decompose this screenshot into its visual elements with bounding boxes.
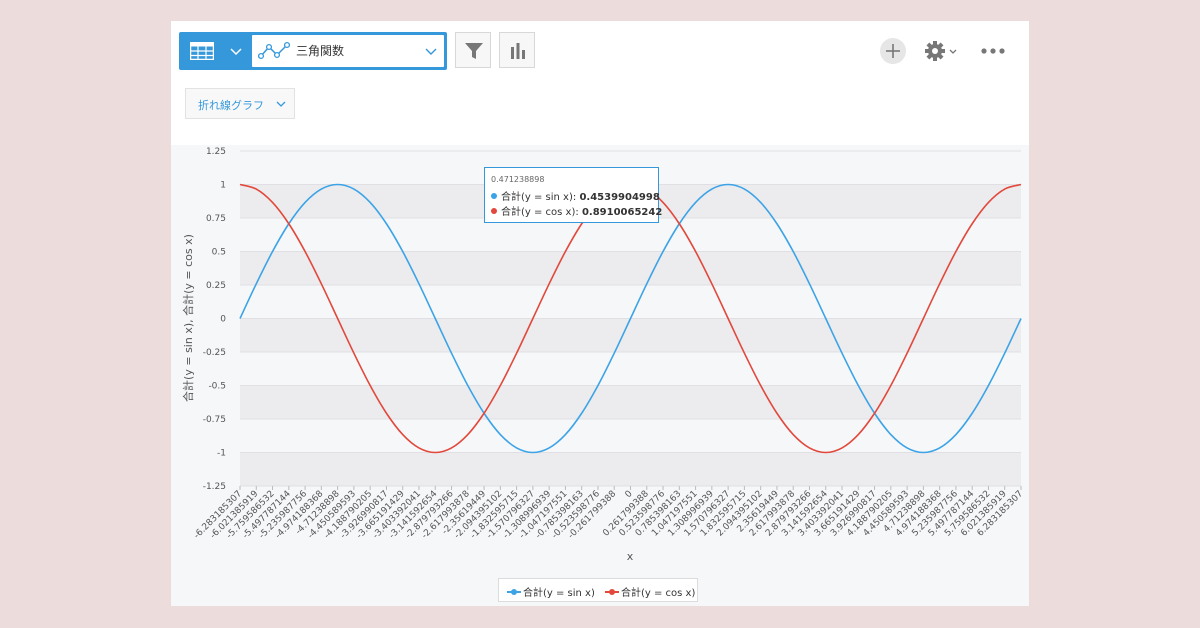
legend-marker-icon bbox=[507, 587, 521, 597]
ellipsis-icon[interactable] bbox=[979, 43, 1007, 59]
gear-icon[interactable] bbox=[924, 40, 964, 62]
view-name: 三角関数 bbox=[296, 44, 345, 58]
y-tick-label: 0.25 bbox=[206, 281, 226, 291]
funnel-icon bbox=[465, 43, 483, 59]
bar-chart-icon bbox=[511, 43, 525, 59]
y-tick-label: -1 bbox=[217, 449, 226, 459]
chart-type-label: 折れ線グラフ bbox=[198, 99, 264, 112]
legend-marker-icon bbox=[605, 587, 619, 597]
graph-button[interactable] bbox=[499, 32, 535, 68]
grid-band bbox=[240, 318, 1021, 352]
y-tick-label: 0.5 bbox=[212, 248, 226, 258]
legend-label: 合計(y = cos x) bbox=[621, 588, 696, 599]
filter-button[interactable] bbox=[455, 32, 491, 68]
table-view-button[interactable] bbox=[179, 32, 251, 70]
series-dot-icon bbox=[491, 208, 497, 214]
line-chart-icon bbox=[258, 41, 290, 60]
tooltip-x-value: 0.471238898 bbox=[491, 175, 545, 184]
y-tick-label: -1.25 bbox=[203, 482, 226, 492]
chevron-down-icon bbox=[425, 48, 437, 55]
tooltip-row-sin: 合計(y = sin x): 0.4539904998 bbox=[491, 188, 660, 203]
tooltip-row-cos: 合計(y = cos x): 0.8910065242 bbox=[491, 203, 662, 218]
series-line-sin[interactable] bbox=[239, 183, 1022, 454]
y-tick-label: 0 bbox=[220, 315, 226, 325]
y-tick-label: 1 bbox=[220, 181, 226, 191]
x-tick-label: 0 bbox=[623, 489, 634, 500]
chevron-down-icon bbox=[276, 101, 286, 107]
tooltip-label: 合計(y = sin x): bbox=[501, 192, 577, 203]
legend: 合計(y = sin x) 合計(y = cos x) bbox=[498, 578, 698, 602]
chevron-down-icon[interactable] bbox=[229, 44, 243, 58]
grid-band bbox=[240, 452, 1021, 486]
grid-icon bbox=[190, 42, 214, 60]
legend-item-sin[interactable]: 合計(y = sin x) bbox=[507, 584, 595, 599]
chart-type-select[interactable]: 折れ線グラフ bbox=[185, 88, 295, 119]
plus-icon bbox=[886, 44, 900, 58]
y-tick-label: -0.75 bbox=[203, 415, 226, 425]
grid-band bbox=[240, 385, 1021, 419]
add-button[interactable] bbox=[880, 38, 906, 64]
tooltip-value: 0.8910065242 bbox=[581, 207, 663, 218]
y-tick-label: 1.25 bbox=[206, 147, 226, 157]
y-tick-label: 0.75 bbox=[206, 214, 226, 224]
legend-label: 合計(y = sin x) bbox=[523, 588, 595, 599]
grid-band bbox=[240, 251, 1021, 285]
series-dot-icon bbox=[491, 193, 497, 199]
tooltip-label: 合計(y = cos x): bbox=[501, 207, 579, 218]
y-tick-label: -0.25 bbox=[203, 348, 226, 358]
legend-item-cos[interactable]: 合計(y = cos x) bbox=[605, 584, 695, 599]
tooltip: 0.471238898 合計(y = sin x): 0.4539904998 … bbox=[484, 167, 662, 223]
x-axis-title: x bbox=[627, 550, 634, 563]
tooltip-value: 0.4539904998 bbox=[579, 192, 660, 203]
view-switcher: 三角関数 bbox=[179, 32, 447, 70]
view-select[interactable]: 三角関数 bbox=[252, 35, 444, 67]
y-tick-label: -0.5 bbox=[208, 382, 226, 392]
y-axis-title: 合計(y = sin x), 合計(y = cos x) bbox=[181, 234, 195, 402]
